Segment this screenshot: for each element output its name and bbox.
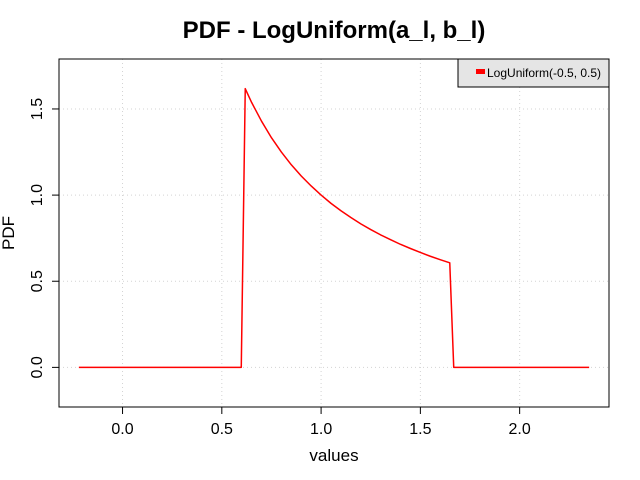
plot-frame xyxy=(58,58,610,408)
y-axis: 0.0 0.5 1.0 1.5 xyxy=(29,98,59,379)
x-tick-label: 0.5 xyxy=(211,421,233,438)
legend-entry: LogUniform(-0.5, 0.5) xyxy=(487,66,601,80)
y-axis-label: PDF xyxy=(0,216,18,250)
legend-swatch xyxy=(476,69,485,74)
series-line xyxy=(78,87,590,369)
x-tick-label: 0.0 xyxy=(111,421,133,438)
series-layer xyxy=(78,87,590,369)
y-tick-label: 1.0 xyxy=(29,184,46,206)
y-tick-label: 0.5 xyxy=(29,270,46,292)
x-axis-label: values xyxy=(309,446,358,465)
chart-title: PDF - LogUniform(a_l, b_l) xyxy=(183,17,486,44)
x-tick-label: 1.0 xyxy=(310,421,332,438)
x-tick-label: 1.5 xyxy=(409,421,431,438)
y-tick-label: 0.0 xyxy=(29,356,46,378)
x-axis: 0.0 0.5 1.0 1.5 2.0 xyxy=(111,407,531,438)
y-tick-label: 1.5 xyxy=(29,98,46,120)
legend: LogUniform(-0.5, 0.5) xyxy=(457,58,610,88)
x-tick-label: 2.0 xyxy=(509,421,531,438)
